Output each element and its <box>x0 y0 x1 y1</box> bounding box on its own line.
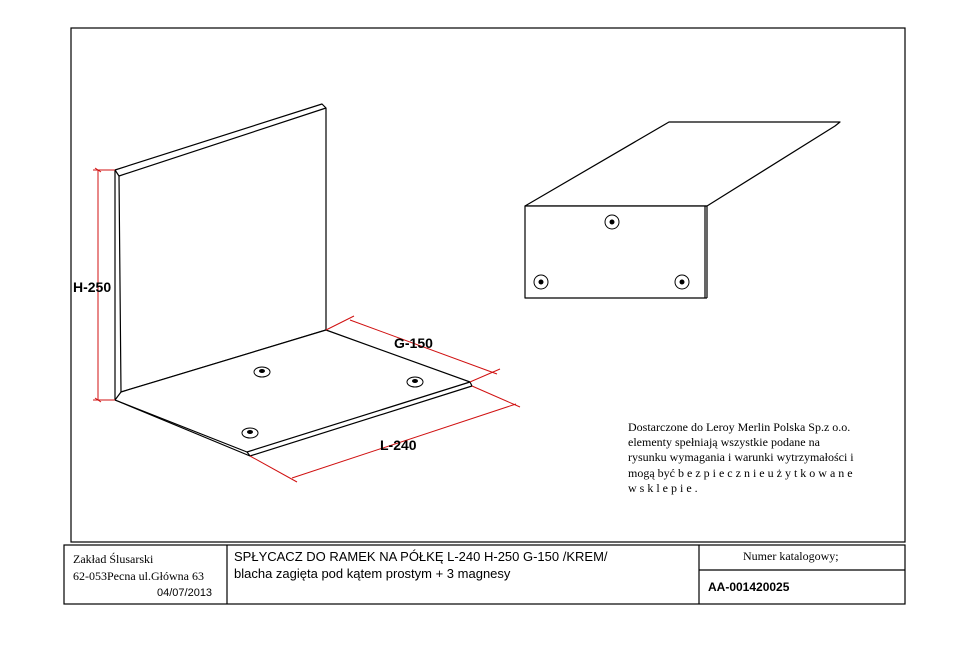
dimension-lines <box>93 167 521 483</box>
note-line: rysunku wymagania i warunki wytrzymałośc… <box>628 450 854 464</box>
magnet-icon <box>533 274 549 290</box>
catalog-number: AA-001420025 <box>708 580 790 594</box>
magnet-icon <box>604 214 620 230</box>
magnet-icon <box>253 366 271 378</box>
note-line: Dostarczone do Leroy Merlin Polska Sp.z … <box>628 420 850 434</box>
bracket-3d-view <box>114 103 473 457</box>
magnet-icon <box>241 427 259 439</box>
bottom-plate-thickness-bottom <box>249 385 473 457</box>
height-label: H-250 <box>73 279 111 295</box>
length-dimension-line <box>291 403 517 479</box>
magnet-icon <box>406 376 424 388</box>
note-line: w s k l e p i e . <box>628 481 698 495</box>
bottom-plate-thickness-left <box>114 399 251 457</box>
company-name: Zakład Ślusarski <box>73 552 154 566</box>
title-block <box>63 544 906 605</box>
rear-view-top-plate <box>524 121 841 207</box>
note-line: elementy spełniają wszystkie podane na <box>628 435 821 449</box>
description-line-2: blacha zagięta pod kątem prostym + 3 mag… <box>234 566 511 581</box>
magnet-icon <box>674 274 690 290</box>
description-line-1: SPŁYCACZ DO RAMEK NA PÓŁKĘ L-240 H-250 G… <box>234 549 608 564</box>
note-line: mogą być b e z p i e c z n i e u ż y t k… <box>628 466 853 480</box>
vertical-plate-inner-edge <box>118 107 327 177</box>
drawing-date: 04/07/2013 <box>157 587 212 599</box>
depth-label: G-150 <box>394 335 433 351</box>
company-address: 62-053Pecna ul.Główna 63 <box>73 569 204 583</box>
bottom-plate <box>114 329 471 453</box>
bottom-plate-thickness-right <box>469 381 473 387</box>
compliance-note: Dostarczone do Leroy Merlin Polska Sp.z … <box>628 420 854 495</box>
drawing-frame <box>70 27 906 543</box>
length-label: L-240 <box>380 437 417 453</box>
depth-dimension-line <box>349 319 498 375</box>
bracket-rear-view <box>524 121 841 299</box>
catalog-number-label: Numer katalogowy; <box>743 549 839 563</box>
